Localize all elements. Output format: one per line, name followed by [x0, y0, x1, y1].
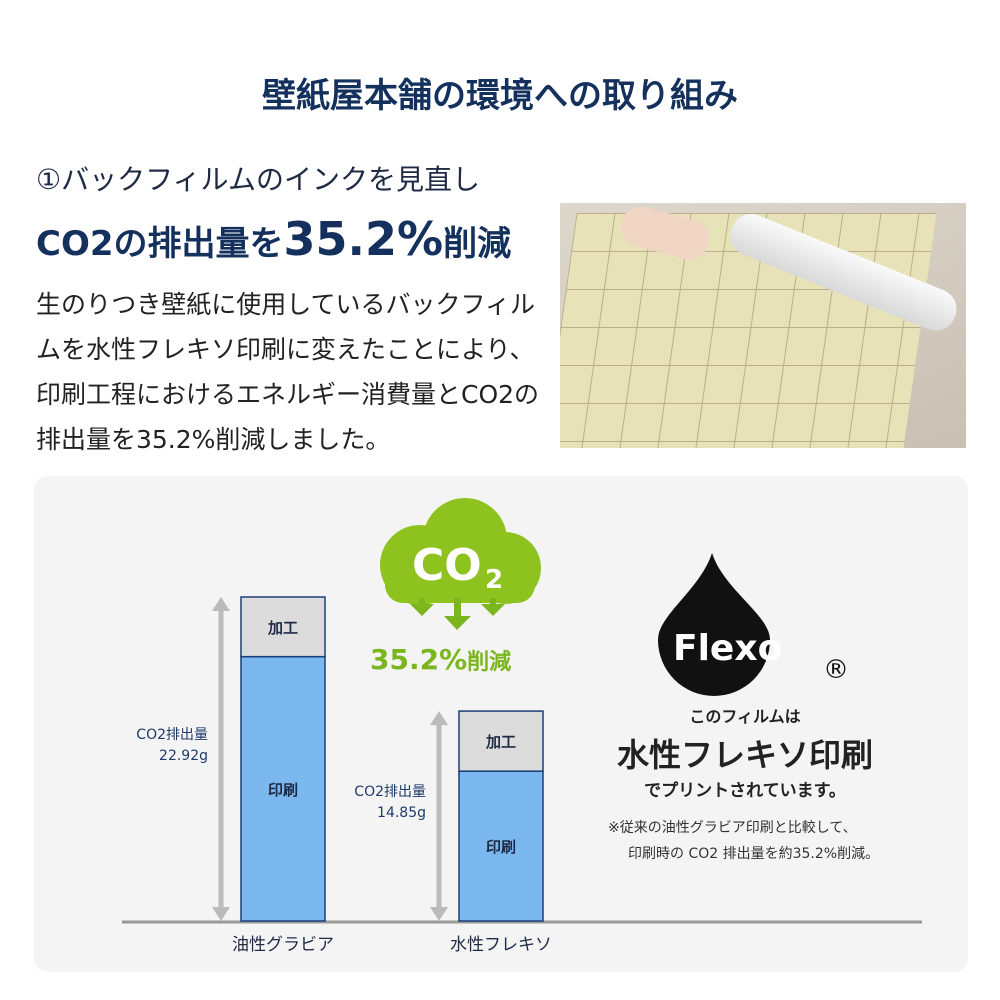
arrow-head-down: [430, 907, 448, 921]
total-label: CO2排出量: [136, 727, 208, 743]
headline-value: 35.2%: [283, 212, 444, 266]
category-label: 水性フレキソ: [450, 935, 552, 955]
total-label: CO2排出量: [354, 784, 426, 800]
registered-mark: ®: [823, 655, 849, 685]
page-title: 壁紙屋本舗の環境への取り組み: [262, 76, 738, 116]
total-value: 14.85g: [377, 805, 426, 821]
section-headline: CO2の排出量を35.2%削減: [36, 212, 511, 266]
bar-加工: [240, 596, 326, 658]
bar-label: 印刷: [486, 838, 516, 856]
reduction-label: 35.2%削減: [370, 643, 511, 676]
co2-main: CO: [412, 540, 482, 591]
co2-cloud-icon: CO 2: [380, 498, 541, 630]
flexo-line1: このフィルムは: [689, 707, 801, 726]
flexo-drop-logo: Flexo ®: [658, 553, 849, 696]
total-value: 22.92g: [159, 748, 208, 764]
arrow-head-up: [430, 711, 448, 726]
category-label: 油性グラビア: [232, 935, 334, 955]
bar-label: 印刷: [268, 781, 298, 799]
flexo-note1: ※従来の油性グラビア印刷と比較して、: [608, 820, 857, 836]
bar-印刷: [458, 770, 544, 922]
bar-label: 加工: [485, 733, 516, 751]
section-body: 生のりつき壁紙に使用しているバックフィルムを水性フレキソ印刷に変えたことにより、…: [36, 290, 540, 454]
flexo-line3: でプリントされています。: [644, 781, 846, 801]
arrow-head-up: [212, 597, 230, 611]
section-subtitle: ①バックフィルムのインクを見直し: [36, 163, 480, 196]
flexo-line2: 水性フレキソ印刷: [616, 736, 873, 774]
bar-加工: [458, 710, 544, 772]
down-arrows-icon: [410, 598, 505, 630]
reduction-value: 35.2%: [370, 643, 468, 676]
flexo-note2: 印刷時の CO2 排出量を約35.2%削減。: [628, 846, 880, 862]
co2-sub: 2: [485, 565, 503, 595]
flexo-logo-text: Flexo: [673, 628, 782, 669]
headline-prefix: CO2の排出量を: [36, 224, 284, 264]
bar-label: 加工: [267, 619, 298, 637]
product-photo: [560, 203, 966, 448]
arrow-head-down: [212, 907, 230, 921]
headline-suffix: 削減: [443, 224, 512, 264]
reduction-suffix: 削減: [467, 650, 512, 675]
